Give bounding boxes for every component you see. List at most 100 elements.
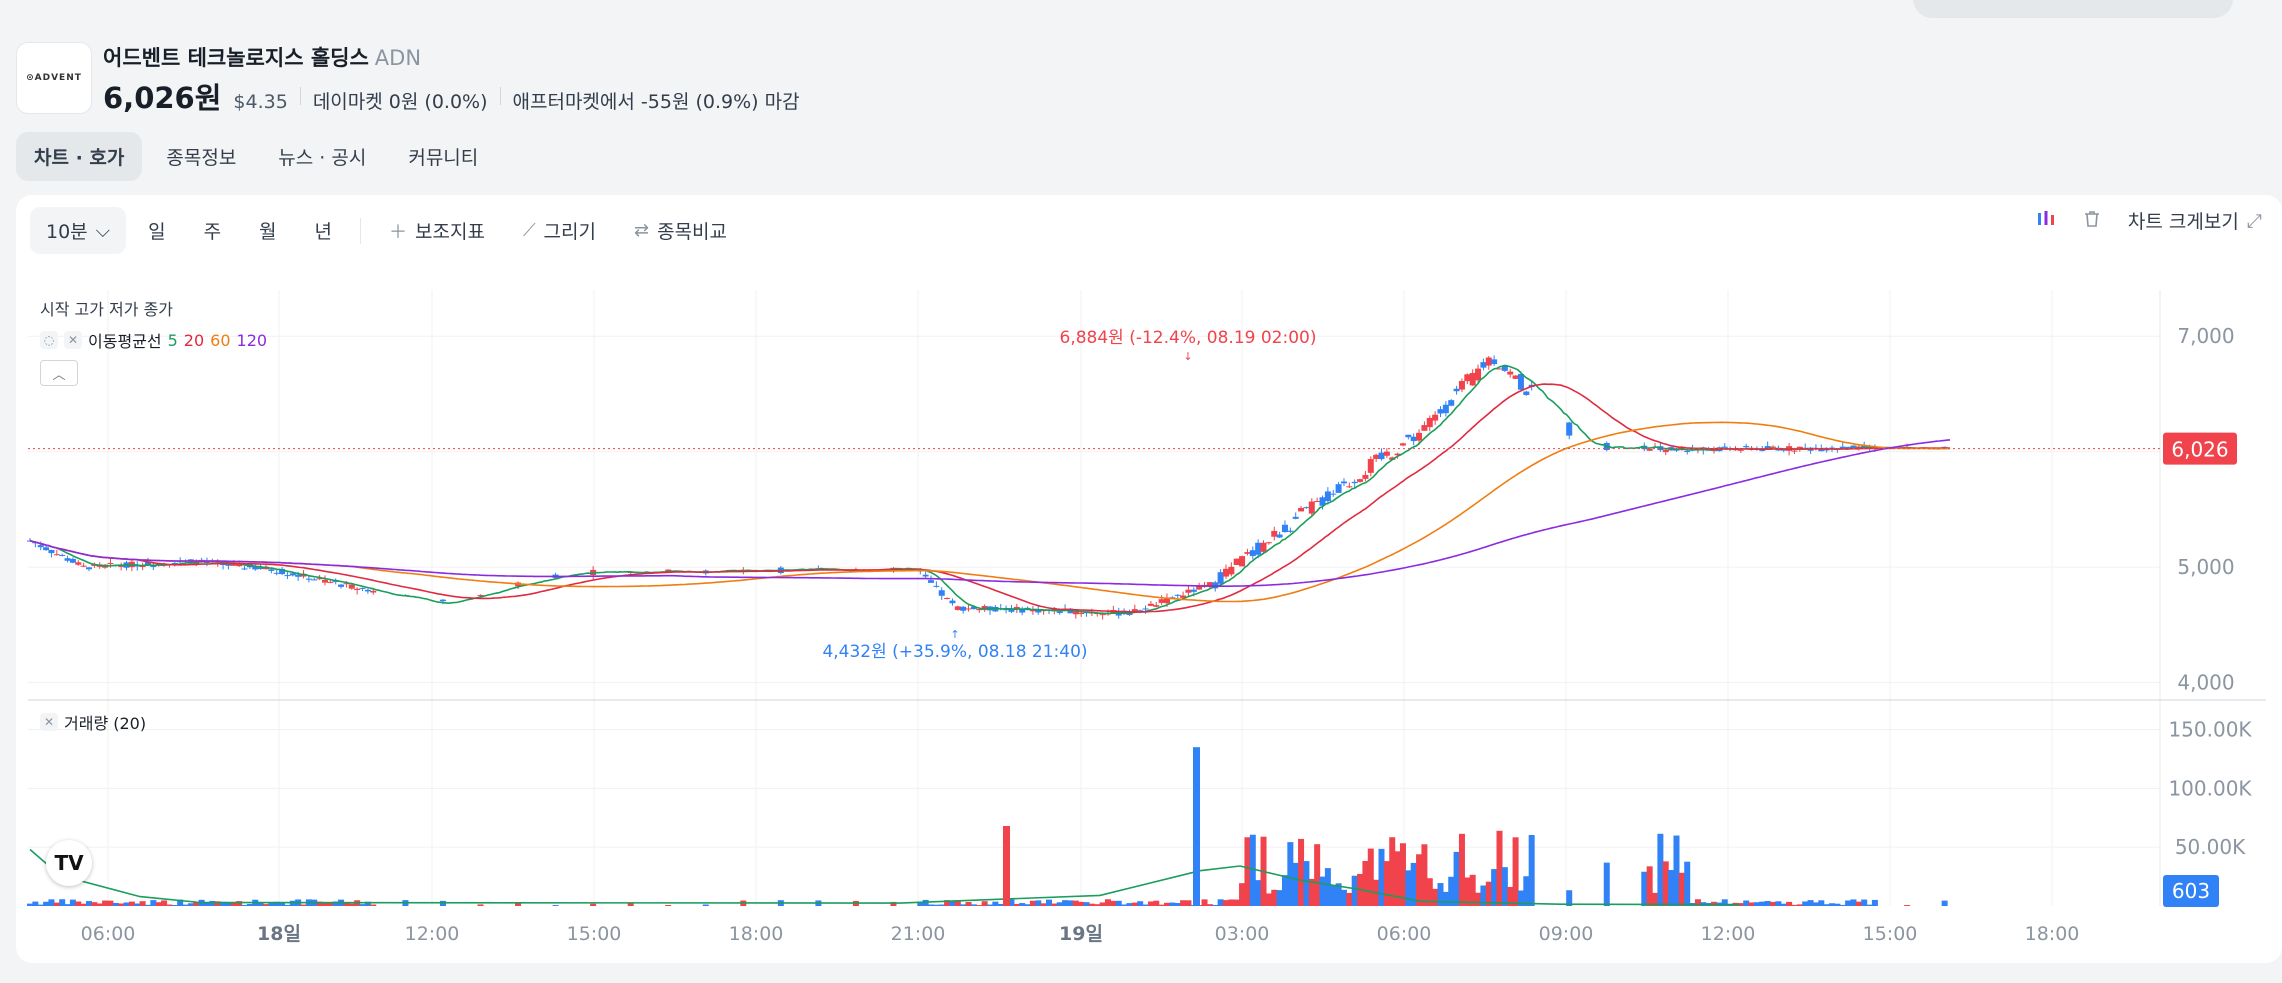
candle-body (118, 565, 125, 567)
volume-bar (1110, 900, 1117, 906)
candle-body (1507, 371, 1514, 375)
volume-bar (37, 904, 44, 906)
volume-bar (1405, 870, 1412, 906)
volume-bar (1292, 862, 1299, 906)
period-week-button[interactable]: 주 (203, 221, 222, 243)
indicator-button[interactable]: ＋ 보조지표 (373, 207, 501, 254)
divider (299, 87, 301, 105)
candle-body (1319, 497, 1326, 506)
volume-bar (1255, 880, 1262, 906)
volume-bar (1764, 900, 1771, 906)
candle-body (1426, 417, 1433, 428)
candle-body (1099, 614, 1106, 616)
price-axis-label: 5,000 (2177, 555, 2234, 579)
candle-body (305, 578, 312, 580)
time-axis-label: 15:00 (567, 923, 622, 945)
volume-bar (209, 900, 216, 906)
candle-body (1142, 608, 1149, 610)
volume-bar (1464, 877, 1471, 906)
volume-bar (1008, 899, 1015, 906)
candle-body (1501, 365, 1508, 371)
volume-bar (1861, 899, 1868, 906)
chart-style-icon[interactable] (2036, 209, 2056, 233)
after-market-info: 애프터마켓에서 -55원 (0.9%) 마감 (512, 91, 800, 113)
tab-stock-info[interactable]: 종목정보 (166, 147, 237, 169)
volume-bar (59, 899, 66, 906)
volume-bar (171, 905, 178, 906)
volume-bar (236, 901, 243, 906)
candle-body (43, 547, 50, 551)
candle-body (268, 569, 275, 571)
candle-body (1362, 474, 1369, 479)
fullscreen-button[interactable]: 차트 크게보기 ⤢ (2128, 207, 2262, 234)
candle-body (69, 558, 76, 563)
candle-body (279, 568, 286, 575)
chevron-down-icon: ⌵ (95, 219, 111, 242)
period-year-button[interactable]: 년 (314, 221, 333, 243)
period-month-button[interactable]: 월 (259, 221, 277, 243)
search-bar[interactable] (1913, 0, 2233, 18)
volume-bar (1866, 904, 1873, 906)
close-icon[interactable]: ✕ (64, 331, 82, 349)
volume-bar (1668, 870, 1675, 906)
volume-bar (1287, 842, 1294, 906)
tradingview-logo[interactable]: TV (46, 840, 92, 886)
volume-bar (177, 899, 184, 906)
tab-community[interactable]: 커뮤니티 (408, 147, 479, 169)
eye-off-icon[interactable]: ◌ (40, 331, 58, 349)
candle-body (1008, 608, 1015, 612)
candle-body (1281, 524, 1288, 533)
candle-body (348, 584, 355, 589)
candle-body (938, 590, 945, 596)
volume-bar (1045, 899, 1052, 906)
candle-body (1222, 568, 1229, 577)
candle-body (273, 572, 280, 574)
volume-legend: ✕ 거래량 (20) (40, 710, 146, 734)
volume-bar (1512, 837, 1519, 906)
candle-body (922, 574, 929, 577)
volume-bar (1040, 903, 1047, 906)
candle-body (1255, 542, 1262, 555)
candle-body (1276, 534, 1283, 538)
volume-bar (1410, 862, 1417, 906)
trash-icon[interactable] (2082, 209, 2102, 233)
period-day-button[interactable]: 일 (148, 221, 166, 243)
candle-body (1190, 589, 1197, 592)
candle-body (321, 579, 328, 583)
candle-body (252, 566, 259, 570)
volume-bar (1475, 892, 1482, 906)
current-price-tag (2163, 432, 2237, 465)
volume-bar (1281, 875, 1288, 906)
close-icon[interactable]: ✕ (40, 713, 58, 731)
volume-bar (134, 903, 141, 906)
volume-bar (321, 903, 328, 906)
compare-button[interactable]: ⇄ 종목비교 (618, 207, 743, 254)
chevron-up-icon[interactable]: ︿ (40, 360, 78, 386)
interval-dropdown[interactable]: 10분 ⌵ (30, 207, 127, 254)
volume-bar (1673, 835, 1680, 906)
volume-bar (1855, 901, 1862, 906)
volume-bar (1496, 830, 1503, 906)
volume-bar (1432, 888, 1439, 906)
tab-news[interactable]: 뉴스 · 공시 (278, 147, 367, 169)
candle-body (364, 589, 371, 592)
candle-body (144, 561, 151, 566)
volume-axis-label: 50.00K (2175, 835, 2246, 859)
volume-bar (981, 901, 988, 906)
stock-title: 어드벤트 테크놀로지스 홀딩스 ADN (103, 42, 421, 72)
candle-body (1458, 380, 1465, 390)
volume-bar (949, 901, 956, 906)
tab-chart[interactable]: 차트 · 호가 (16, 132, 143, 181)
candle-body (48, 549, 55, 554)
candle-body (1196, 585, 1203, 590)
draw-button[interactable]: ⟋ 그리기 (507, 207, 612, 254)
volume-bar (1056, 902, 1063, 906)
volume-bar (1180, 900, 1187, 906)
price-axis-label: 4,000 (2177, 671, 2234, 695)
volume-bar (273, 901, 280, 906)
candle-body (1743, 446, 1750, 448)
volume-bar (1324, 868, 1331, 906)
volume-bar (1662, 861, 1669, 906)
volume-bar (976, 905, 983, 906)
